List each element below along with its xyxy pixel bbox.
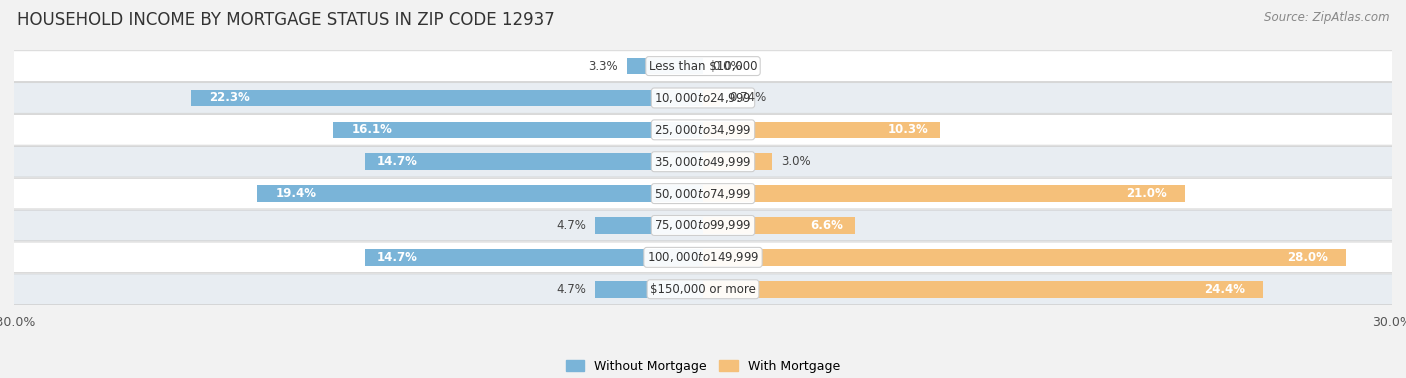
Text: HOUSEHOLD INCOME BY MORTGAGE STATUS IN ZIP CODE 12937: HOUSEHOLD INCOME BY MORTGAGE STATUS IN Z… [17, 11, 554, 29]
Text: 3.3%: 3.3% [588, 60, 619, 73]
Bar [627, 58, 703, 74]
Text: 4.7%: 4.7% [555, 219, 586, 232]
Bar [703, 90, 720, 106]
Bar [703, 122, 939, 138]
Text: $150,000 or more: $150,000 or more [650, 283, 756, 296]
Text: $25,000 to $34,999: $25,000 to $34,999 [654, 123, 752, 137]
Text: 24.4%: 24.4% [1204, 283, 1244, 296]
Text: 4.7%: 4.7% [555, 283, 586, 296]
Bar [703, 281, 1264, 297]
Bar [703, 217, 855, 234]
Text: $35,000 to $49,999: $35,000 to $49,999 [654, 155, 752, 169]
FancyBboxPatch shape [13, 178, 1393, 209]
Text: $10,000 to $24,999: $10,000 to $24,999 [654, 91, 752, 105]
Text: 14.7%: 14.7% [377, 155, 418, 168]
Legend: Without Mortgage, With Mortgage: Without Mortgage, With Mortgage [561, 355, 845, 378]
Text: 6.6%: 6.6% [810, 219, 844, 232]
FancyBboxPatch shape [13, 51, 1393, 81]
Text: 16.1%: 16.1% [352, 123, 392, 136]
Text: 10.3%: 10.3% [887, 123, 928, 136]
Bar [366, 153, 703, 170]
FancyBboxPatch shape [13, 242, 1393, 273]
Bar [257, 185, 703, 202]
Text: 28.0%: 28.0% [1286, 251, 1327, 264]
Text: $75,000 to $99,999: $75,000 to $99,999 [654, 218, 752, 232]
Text: 14.7%: 14.7% [377, 251, 418, 264]
Bar [333, 122, 703, 138]
Text: $50,000 to $74,999: $50,000 to $74,999 [654, 187, 752, 201]
Bar [703, 249, 1346, 266]
FancyBboxPatch shape [13, 146, 1393, 177]
FancyBboxPatch shape [13, 83, 1393, 113]
Bar [703, 153, 772, 170]
Text: 0.74%: 0.74% [730, 91, 766, 104]
Bar [703, 185, 1185, 202]
Text: 0.0%: 0.0% [713, 60, 742, 73]
FancyBboxPatch shape [13, 210, 1393, 241]
Text: 3.0%: 3.0% [782, 155, 811, 168]
FancyBboxPatch shape [13, 115, 1393, 145]
Bar [595, 281, 703, 297]
Bar [595, 217, 703, 234]
Bar [191, 90, 703, 106]
Text: Source: ZipAtlas.com: Source: ZipAtlas.com [1264, 11, 1389, 24]
Text: 21.0%: 21.0% [1126, 187, 1167, 200]
Text: Less than $10,000: Less than $10,000 [648, 60, 758, 73]
Bar [366, 249, 703, 266]
Text: 22.3%: 22.3% [209, 91, 250, 104]
FancyBboxPatch shape [13, 274, 1393, 305]
Text: 19.4%: 19.4% [276, 187, 316, 200]
Text: $100,000 to $149,999: $100,000 to $149,999 [647, 250, 759, 264]
